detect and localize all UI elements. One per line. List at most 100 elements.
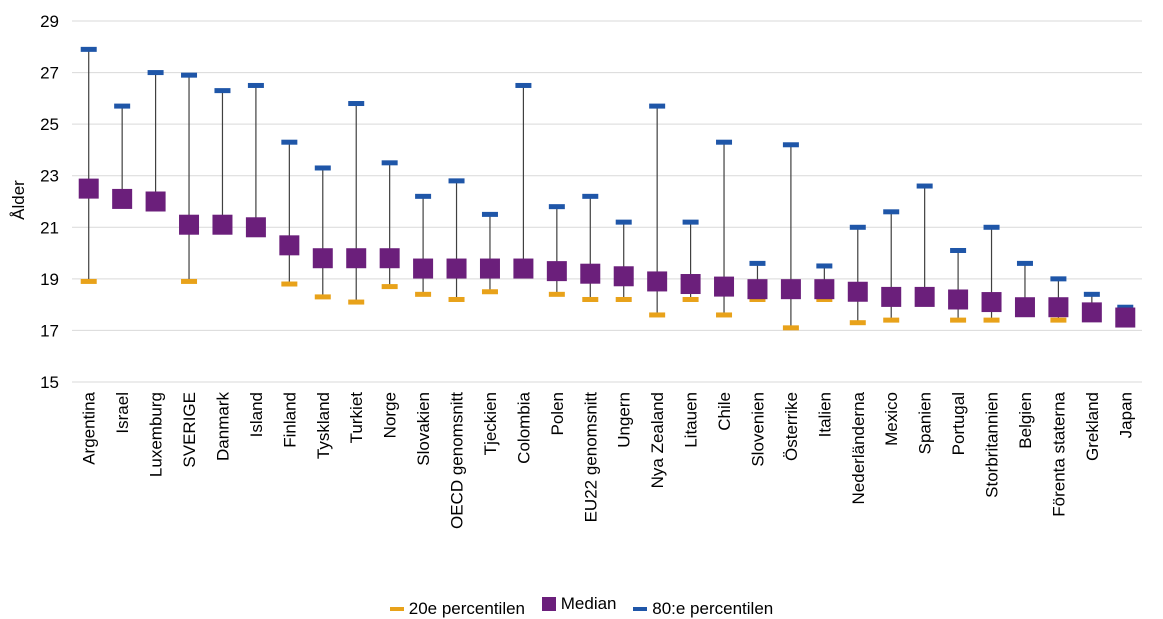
p80-marker (381, 160, 398, 166)
x-tick-label: Italien (815, 392, 834, 437)
median-marker (1081, 302, 1102, 323)
median-marker (1048, 297, 1069, 318)
p20-marker (816, 296, 833, 302)
legend-item-median: Median (541, 594, 617, 614)
x-tick-labels: Argentina Israel Luxemburg SVERIGE Danmark Is… (80, 391, 1136, 529)
y-tick-labels: 15 17 19 21 23 25 27 29 (40, 12, 59, 392)
p20-marker (281, 281, 298, 287)
p20-marker (381, 284, 398, 290)
x-tick-label: Polen (548, 392, 567, 435)
p20-marker (883, 317, 900, 323)
x-tick-label: Japan (1116, 392, 1135, 438)
p80-marker (1050, 276, 1067, 282)
y-tick-label: 21 (40, 218, 59, 237)
p20-marker (615, 296, 632, 302)
p80-marker (314, 165, 331, 171)
x-tick-label: Tyskland (314, 392, 333, 459)
x-tick-label: Ungern (615, 392, 634, 448)
y-tick-label: 17 (40, 321, 59, 340)
p80-marker (80, 46, 97, 52)
p20-marker (849, 320, 866, 326)
x-tick-label: Nya Zealand (648, 392, 667, 488)
x-tick-label: Österrike (782, 392, 801, 461)
x-tick-label: Tjeckien (481, 392, 500, 455)
p80-marker (916, 183, 933, 189)
p20-marker (448, 296, 465, 302)
p20-marker (348, 299, 365, 305)
legend-swatch-p20 (389, 607, 404, 611)
p80-marker (481, 211, 498, 217)
p80-marker (415, 193, 432, 199)
p20-marker (782, 325, 799, 331)
x-tick-label: OECD genomsnitt (448, 392, 467, 529)
p20-marker (582, 296, 599, 302)
x-tick-label: Island (247, 392, 266, 437)
p80-marker (281, 139, 298, 145)
median-marker (747, 279, 768, 300)
x-tick-label: Belgien (1016, 392, 1035, 449)
marker-layer (78, 46, 1136, 331)
p20-marker (682, 296, 699, 302)
legend-item-p80: 80:e percentilen (633, 599, 773, 619)
median-marker (212, 214, 233, 235)
median-marker (948, 289, 969, 310)
p20-marker (314, 294, 331, 300)
median-marker (1014, 297, 1035, 318)
x-tick-label: Finland (280, 392, 299, 448)
p80-marker (582, 193, 599, 199)
x-tick-label: Spanien (916, 392, 935, 454)
median-marker (413, 258, 434, 279)
p80-marker (1083, 291, 1100, 297)
median-marker (78, 178, 99, 199)
p80-marker (849, 224, 866, 230)
p80-marker (147, 70, 164, 76)
p80-marker (1117, 304, 1134, 310)
p80-marker (883, 209, 900, 215)
p80-marker (448, 178, 465, 184)
p80-marker (782, 142, 799, 148)
legend-swatch-p80 (633, 607, 648, 611)
p20-marker (983, 317, 1000, 323)
legend-label-p80: 80:e percentilen (652, 599, 774, 618)
median-marker (847, 281, 868, 302)
y-tick-label: 23 (40, 167, 59, 186)
x-tick-label: Colombia (514, 391, 533, 463)
p20-marker (649, 312, 666, 318)
p80-marker (515, 82, 532, 88)
p80-marker (649, 103, 666, 109)
p20-marker (415, 291, 432, 297)
x-tick-label: Storbritannien (983, 392, 1002, 498)
median-marker (112, 188, 133, 209)
p80-marker (816, 263, 833, 269)
median-marker (981, 292, 1002, 313)
legend-label-median: Median (560, 594, 617, 613)
y-tick-label: 27 (40, 64, 59, 83)
median-marker (780, 279, 801, 300)
median-marker (145, 191, 166, 212)
x-tick-label: Litauen (682, 392, 701, 448)
x-tick-label: Argentina (80, 391, 99, 464)
median-marker (279, 235, 300, 256)
x-tick-label: Portugal (949, 392, 968, 455)
x-tick-label: Chile (715, 392, 734, 431)
y-tick-label: 15 (40, 373, 59, 392)
p80-marker (983, 224, 1000, 230)
x-tick-label: Nederländerna (849, 391, 868, 504)
median-marker (245, 217, 266, 238)
median-marker (446, 258, 467, 279)
p80-marker (682, 219, 699, 225)
p80-marker (548, 204, 565, 210)
median-marker (1115, 307, 1136, 328)
x-tick-label: EU22 genomsnitt (581, 392, 600, 523)
median-marker (647, 271, 668, 292)
x-tick-label: Slovenien (748, 392, 767, 467)
median-marker (914, 286, 935, 307)
median-marker (714, 276, 735, 297)
median-marker (179, 214, 200, 235)
y-tick-label: 29 (40, 12, 59, 31)
p80-marker (181, 72, 198, 78)
p20-marker (749, 296, 766, 302)
x-tick-label: Förenta staterna (1049, 391, 1068, 516)
x-tick-label: Mexico (882, 392, 901, 446)
